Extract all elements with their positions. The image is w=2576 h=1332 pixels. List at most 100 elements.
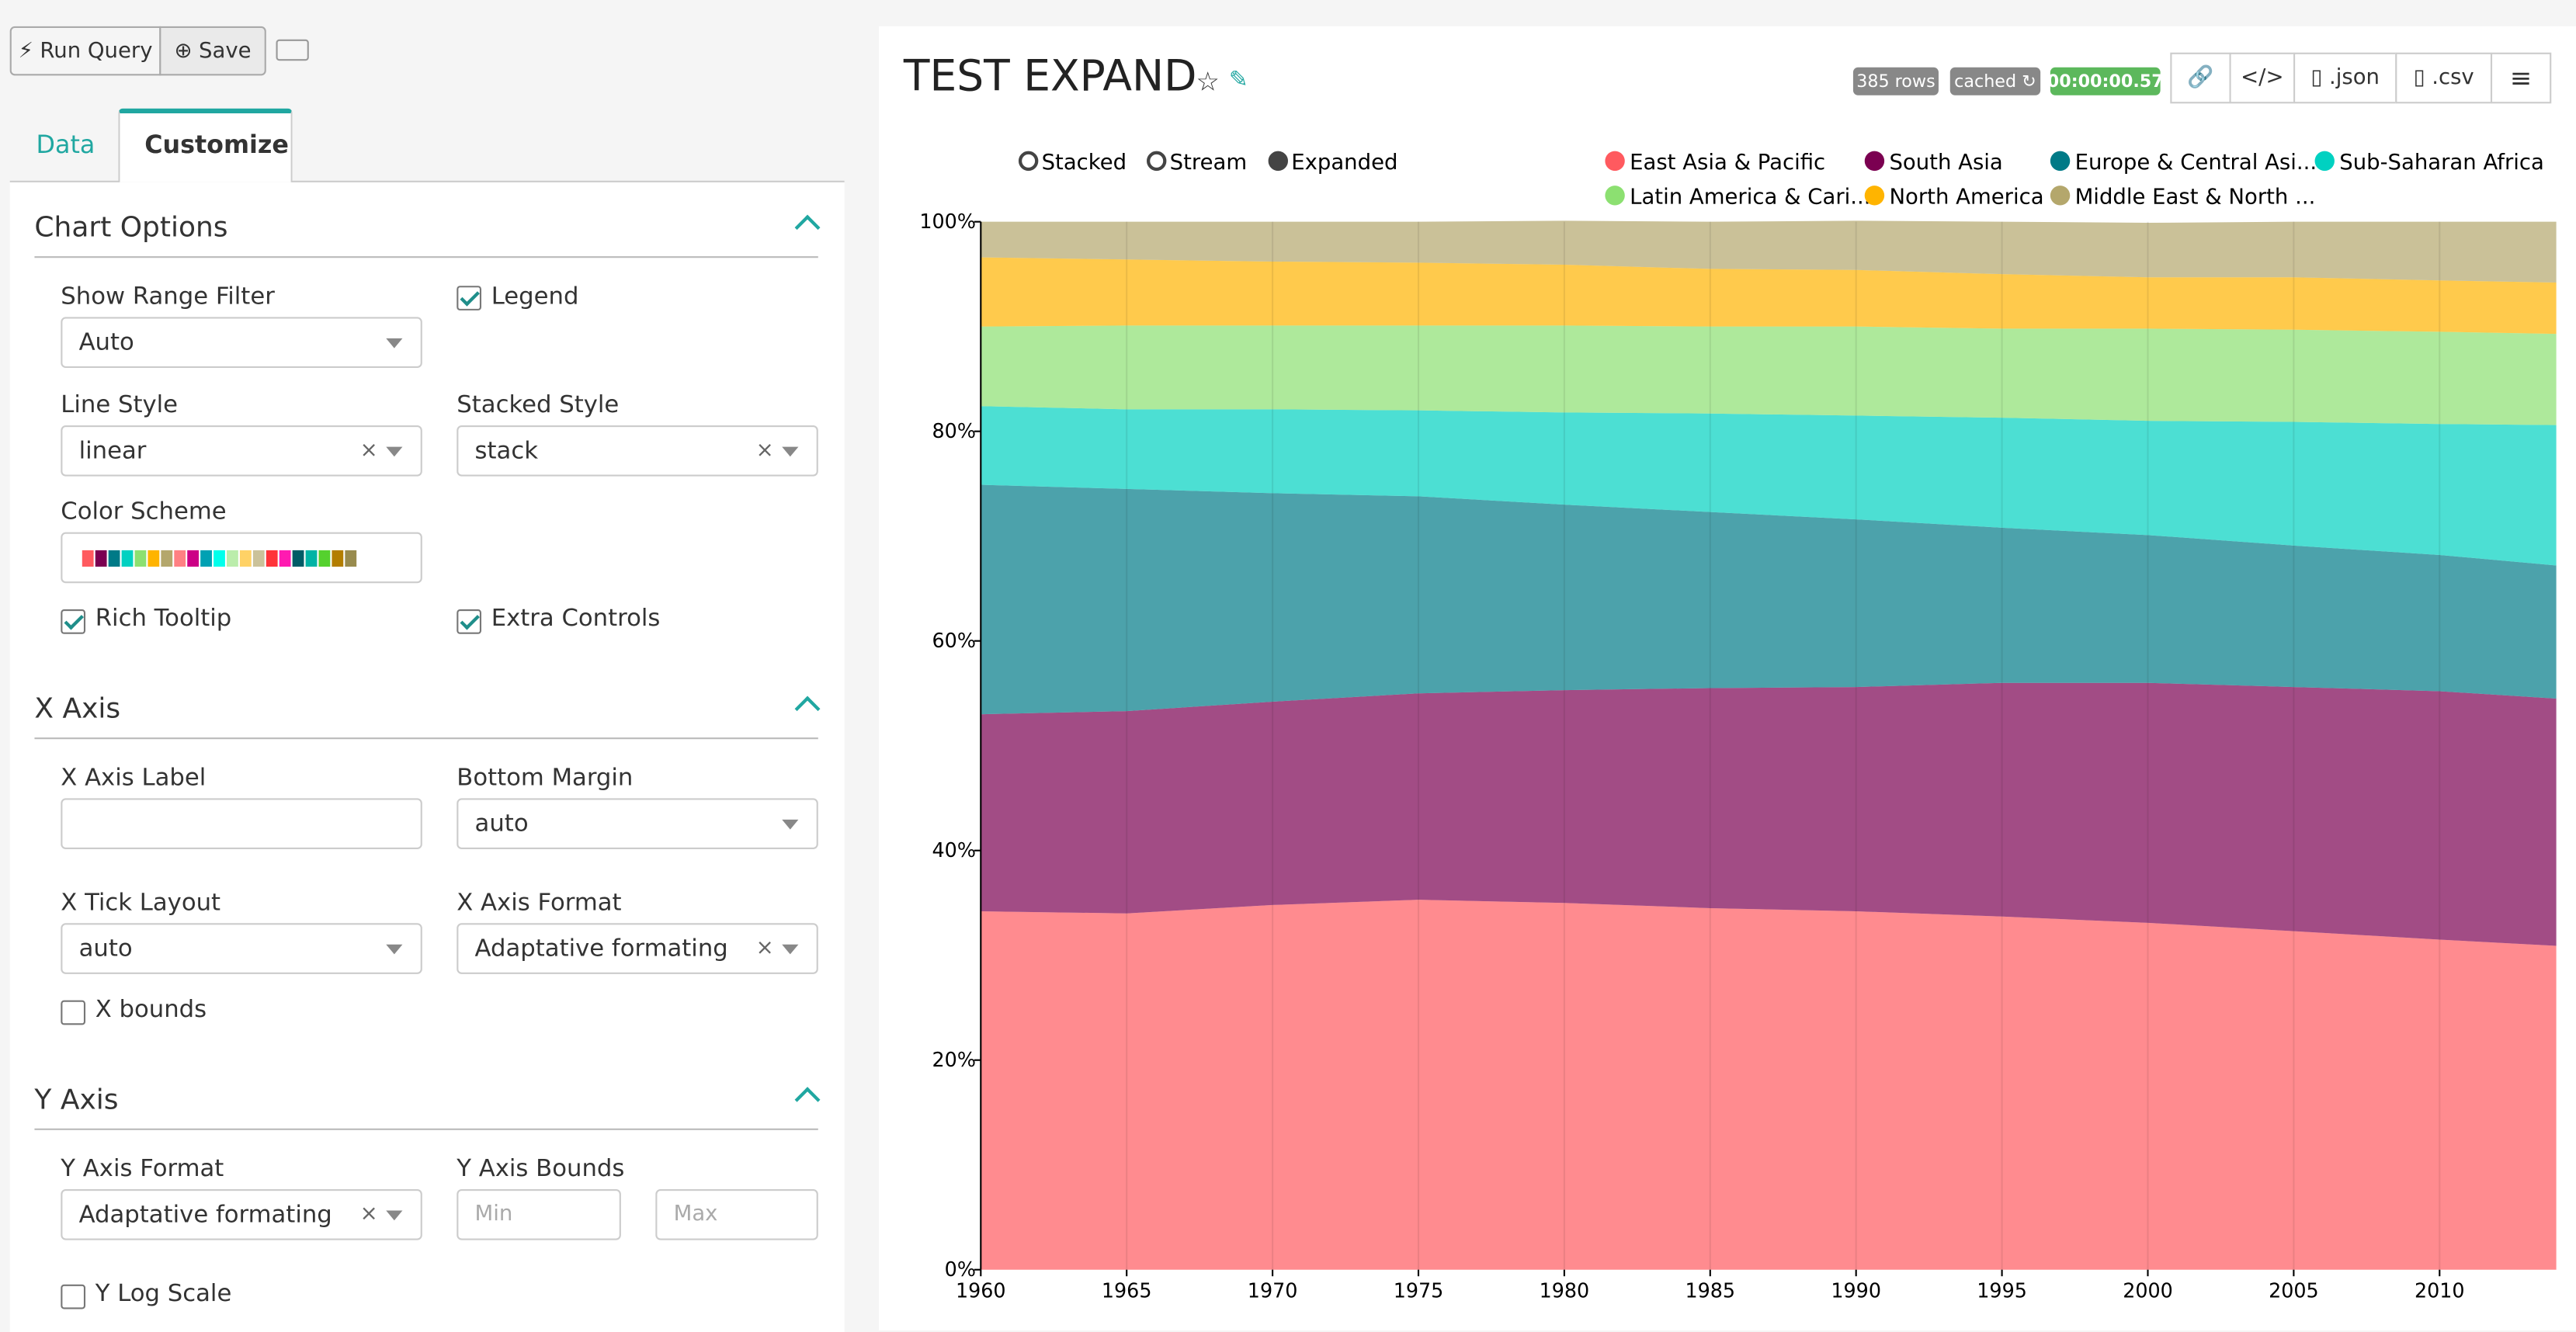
swatch	[108, 549, 120, 566]
text-input[interactable]	[61, 798, 422, 850]
control-label[interactable]: Stacked	[1042, 150, 1127, 175]
x-tick-label: 2010	[2415, 1279, 2465, 1303]
swatch	[345, 549, 357, 566]
select[interactable]: Adaptative formating ×	[457, 923, 818, 974]
swatch	[266, 549, 278, 566]
favorite-star[interactable]: ☆	[1196, 65, 1220, 97]
legend-marker	[1864, 151, 1885, 172]
y-tick-label: 0%	[945, 1257, 976, 1281]
select-value: linear	[78, 437, 147, 464]
x-tick-label: 1975	[1394, 1279, 1444, 1303]
field-label: Color Scheme	[61, 499, 227, 526]
control-label[interactable]: Expanded	[1291, 150, 1397, 175]
legend-label[interactable]: Middle East & North ...	[2075, 184, 2316, 209]
select[interactable]: auto	[457, 798, 818, 850]
area	[981, 900, 2557, 1270]
select[interactable]: linear ×	[61, 425, 422, 477]
select[interactable]: auto	[61, 923, 422, 974]
swatch	[252, 549, 265, 566]
divider	[34, 256, 818, 258]
area	[981, 682, 2557, 946]
tab[interactable]: Customize	[144, 130, 289, 160]
x-tick-label: 1980	[1540, 1279, 1590, 1303]
keyboard-icon[interactable]	[276, 39, 309, 61]
checkbox[interactable]	[61, 609, 86, 634]
legend-marker	[2050, 186, 2071, 206]
color-scheme-select[interactable]	[61, 532, 422, 584]
checkbox[interactable]	[457, 286, 482, 310]
x-tick-label: 1990	[1831, 1279, 1881, 1303]
button-label: Save	[199, 38, 252, 64]
swatch	[121, 549, 134, 566]
swatch	[174, 549, 186, 566]
swatch	[214, 549, 225, 566]
select-value: stack	[474, 437, 539, 464]
y-tick-label: 80%	[932, 419, 976, 442]
legend-label[interactable]: Latin America & Cari...	[1630, 184, 1870, 209]
swatch	[332, 549, 344, 566]
field-label: Y Axis Format	[61, 1156, 224, 1183]
area	[981, 406, 2557, 566]
tab[interactable]: Data	[36, 130, 95, 160]
control-radio	[1147, 151, 1167, 172]
field-label: Y Axis Bounds	[457, 1156, 625, 1183]
legend-marker	[2050, 151, 2071, 172]
x-tick-label: 1960	[956, 1279, 1006, 1303]
menu-button[interactable]: ≡	[2490, 52, 2552, 104]
select[interactable]: Auto	[61, 317, 422, 368]
section-title: Chart Options	[34, 211, 228, 245]
checkbox-label: Y Log Scale	[95, 1281, 232, 1308]
select[interactable]: stack ×	[457, 425, 818, 477]
swatch	[82, 549, 94, 566]
cached-badge[interactable]: cached ↻	[1949, 67, 2041, 95]
checkbox[interactable]	[61, 1000, 86, 1025]
checkbox[interactable]	[61, 1284, 86, 1309]
select-value: auto	[474, 810, 529, 838]
run-query-button[interactable]: ⚡ Run Query	[9, 26, 161, 76]
link-button[interactable]: 🔗	[2170, 52, 2231, 104]
checkbox-label: Extra Controls	[491, 605, 661, 633]
area	[981, 325, 2557, 425]
button-label: .csv	[2432, 65, 2474, 91]
save-button[interactable]: ⊕ Save	[159, 26, 266, 76]
swatch	[134, 549, 147, 566]
legend-label[interactable]: South Asia	[1889, 150, 2002, 175]
section-title: Y Axis	[34, 1084, 119, 1117]
control-radio	[1268, 151, 1288, 172]
legend-marker	[1605, 186, 1625, 206]
area	[981, 484, 2557, 715]
y-tick-label: 40%	[932, 838, 976, 862]
edit-icon[interactable]: ✎	[1228, 67, 1248, 94]
select-value: Adaptative formating	[78, 1201, 332, 1228]
checkbox-label: Rich Tooltip	[95, 605, 232, 633]
csv-button[interactable]: ▯ .csv	[2395, 52, 2493, 104]
control-radio	[1018, 151, 1039, 172]
swatch	[148, 549, 160, 566]
field-label: X Axis Format	[457, 890, 622, 917]
text-input[interactable]: Min	[457, 1189, 621, 1240]
control-label[interactable]: Stream	[1170, 150, 1248, 175]
x-tick-label: 1965	[1102, 1279, 1152, 1303]
tab-active[interactable]	[118, 108, 293, 182]
legend-label[interactable]: Sub-Saharan Africa	[2339, 150, 2544, 175]
select[interactable]: Adaptative formating ×	[61, 1189, 422, 1240]
swatch	[161, 549, 173, 566]
legend-marker	[2314, 151, 2335, 172]
section-title: X Axis	[34, 692, 121, 727]
json-button[interactable]: ▯ .json	[2293, 52, 2397, 104]
y-tick-label: 20%	[932, 1048, 976, 1071]
y-tick-label: 60%	[932, 629, 976, 652]
row-count-badge: 385 rows	[1852, 67, 1939, 95]
embed-button[interactable]: </>	[2229, 52, 2296, 104]
button-label: .json	[2328, 65, 2380, 91]
legend-label[interactable]: Europe & Central Asi...	[2075, 150, 2317, 175]
field-label: Line Style	[61, 392, 179, 419]
text-input[interactable]: Max	[655, 1189, 818, 1240]
checkbox[interactable]	[457, 609, 482, 634]
field-label: Show Range Filter	[61, 284, 275, 310]
legend-label[interactable]: East Asia & Pacific	[1630, 150, 1825, 175]
select-value: auto	[78, 935, 133, 962]
divider	[34, 737, 818, 740]
legend-label[interactable]: North America	[1889, 184, 2043, 209]
divider	[34, 1128, 818, 1130]
